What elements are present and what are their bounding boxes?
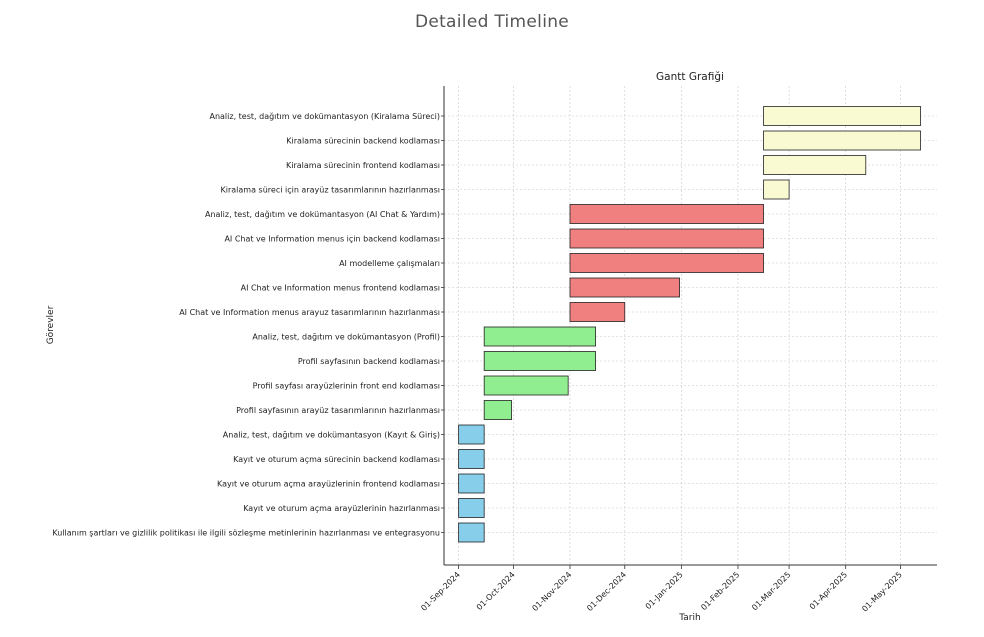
task-bar — [569, 302, 626, 322]
task-bar — [763, 130, 921, 151]
task-bar — [569, 277, 680, 298]
task-label: Kiralama süreci için arayüz tasarımların… — [221, 186, 440, 195]
task-bar — [458, 449, 485, 469]
task-label: AI Chat ve Information menus arayuz tasa… — [179, 308, 440, 317]
task-bar — [458, 522, 485, 543]
task-bars — [458, 106, 921, 543]
task-bar — [458, 424, 485, 445]
page-title: Detailed Timeline — [414, 12, 570, 32]
task-bar — [569, 204, 764, 224]
task-bar — [763, 155, 867, 175]
chart-title: Gantt Grafiği — [656, 71, 724, 83]
task-bar — [483, 375, 569, 396]
task-bar — [458, 498, 485, 518]
task-bar — [569, 253, 764, 273]
task-label: Kayıt ve oturum açma sürecinin backend k… — [233, 455, 440, 464]
task-bar — [483, 400, 512, 420]
task-bar — [458, 473, 485, 494]
task-label: Analiz, test, dağıtım ve dokümantasyon (… — [223, 431, 440, 440]
task-bar — [763, 179, 790, 200]
x-tick-label: 01-Jan-2025 — [644, 570, 685, 611]
task-label: Analiz, test, dağıtım ve dokümantasyon (… — [205, 210, 440, 219]
task-label: Profil sayfasının backend kodlaması — [298, 357, 440, 366]
task-label: Profil sayfasının arayüz tasarımlarının … — [236, 406, 440, 415]
x-tick-label: 01-Oct-2024 — [475, 570, 517, 612]
task-bar — [483, 326, 596, 347]
task-label: Analiz, test, dağıtım ve dokümantasyon (… — [209, 112, 440, 121]
task-label: Kiralama sürecinin frontend kodlaması — [286, 161, 440, 170]
task-label: Kayıt ve oturum açma arayüzlerinin hazır… — [243, 504, 440, 513]
task-label: AI Chat ve Information menus frontend ko… — [241, 284, 440, 293]
y-axis-title: Görevler — [46, 305, 56, 344]
task-bar — [569, 228, 764, 249]
task-label: Profil sayfası arayüzlerinin front end k… — [253, 382, 440, 391]
x-tick-label: 01-May-2025 — [860, 570, 904, 614]
task-label: Kayıt ve oturum açma arayüzlerinin front… — [217, 480, 440, 489]
task-label: Analiz, test, dağıtım ve dokümantasyon (… — [252, 333, 440, 342]
task-label: Kiralama sürecinin backend kodlaması — [286, 137, 440, 146]
x-tick-label: 01-Feb-2025 — [699, 570, 741, 612]
task-bar — [763, 106, 921, 126]
x-axis-title: Tarih — [678, 613, 700, 623]
x-tick-label: 01-Sep-2024 — [419, 570, 462, 613]
x-tick-label: 01-Apr-2025 — [808, 570, 849, 611]
task-label: AI Chat ve Information menus için backen… — [224, 235, 440, 244]
task-label: Kullanım şartları ve gizlilik politikası… — [52, 529, 440, 538]
x-tick-label: 01-Nov-2024 — [530, 570, 573, 613]
task-label: AI modelleme çalışmaları — [339, 259, 440, 268]
x-tick-label: 01-Mar-2025 — [750, 570, 792, 612]
x-tick-label: 01-Dec-2024 — [585, 570, 628, 613]
task-bar — [483, 351, 596, 371]
